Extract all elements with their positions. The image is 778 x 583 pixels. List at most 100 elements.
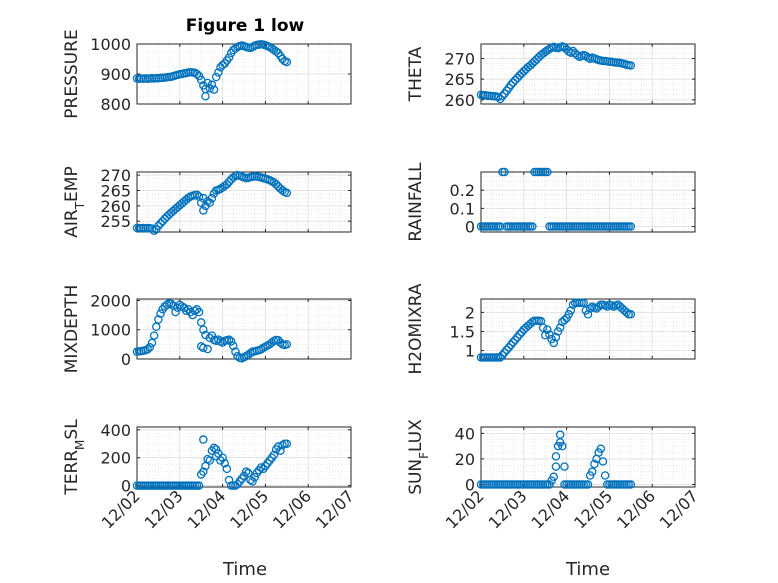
y-axis-label: RAINFALL (406, 162, 426, 242)
x-tick-label: 12/03 (485, 486, 531, 532)
data-point (207, 193, 217, 203)
data-point (626, 310, 636, 319)
data-point (211, 72, 221, 82)
subplot-7: 020040012/0212/0312/0412/0512/0612/07TER… (62, 419, 358, 533)
data-point (603, 302, 612, 311)
data-point (218, 60, 227, 70)
data-point (269, 450, 279, 460)
data-point (166, 299, 176, 309)
data-point (224, 335, 234, 344)
data-point (500, 348, 509, 357)
data-point (160, 214, 170, 224)
data-point (506, 80, 516, 90)
data-point (560, 315, 569, 325)
data-point (496, 222, 505, 231)
x-tick-label: 12/05 (570, 486, 616, 532)
x-tick-label: 12/07 (656, 486, 702, 532)
data-point (224, 53, 234, 62)
data-point (218, 453, 227, 462)
subplot-8: 0204012/0212/0312/0412/0512/0612/07SUNFL… (406, 419, 702, 533)
data-point (256, 345, 266, 354)
y-tick-label: 0.1 (450, 199, 475, 218)
data-point (149, 331, 159, 340)
data-point (154, 221, 163, 231)
data-point (555, 323, 565, 332)
data-point (158, 216, 167, 226)
y-tick-label: 800 (100, 95, 131, 114)
data-point (510, 75, 520, 85)
data-point (282, 188, 292, 198)
data-point (540, 331, 550, 340)
y-tick-label: 255 (100, 212, 131, 231)
data-point (203, 344, 212, 354)
y-tick-label: 1 (465, 342, 475, 361)
data-point (199, 343, 208, 353)
data-point (510, 335, 520, 345)
y-tick-label: 1000 (90, 35, 131, 54)
y-tick-label: 1.5 (450, 322, 475, 341)
y-tick-label: 270 (444, 49, 475, 68)
data-point (196, 318, 206, 327)
axes-box (480, 298, 696, 360)
data-point (551, 452, 561, 461)
y-axis-label: TERRMSL (62, 419, 87, 496)
y-tick-label: 0 (465, 475, 475, 494)
data-point (207, 80, 217, 90)
data-point (271, 180, 281, 189)
y-axis-label: MIXDEPTH (62, 285, 82, 374)
data-point (588, 467, 597, 476)
y-tick-label: 270 (100, 166, 131, 185)
data-point (239, 471, 249, 481)
data-point (282, 340, 292, 349)
data-point (508, 78, 518, 87)
data-point (203, 454, 212, 464)
y-tick-label: 265 (444, 70, 475, 89)
data-point (504, 343, 514, 352)
data-point (583, 310, 593, 319)
data-point (626, 61, 636, 70)
data-point (538, 323, 548, 332)
data-point (543, 325, 552, 334)
y-tick-label: 40 (455, 424, 475, 443)
x-tick-label: 12/07 (312, 486, 358, 532)
data-point (190, 306, 200, 315)
data-point (585, 304, 595, 313)
y-tick-label: 260 (444, 91, 475, 110)
y-tick-label: 400 (100, 421, 131, 440)
data-point (199, 435, 208, 444)
data-point (282, 57, 292, 67)
data-point (162, 300, 172, 310)
subplot-6: 11.52 H2OMIXRA (406, 283, 696, 375)
data-point (229, 341, 238, 351)
data-point (205, 198, 215, 208)
x-tick-label: 12/05 (226, 486, 272, 532)
data-point (549, 338, 559, 348)
data-point (502, 345, 511, 355)
axes-box (136, 171, 352, 233)
data-point (145, 343, 155, 352)
y-tick-label: 260 (100, 197, 131, 216)
data-point (220, 459, 229, 468)
data-point (248, 477, 257, 486)
data-point (271, 47, 281, 56)
data-point (154, 315, 163, 324)
data-point (500, 167, 509, 177)
data-point (508, 337, 518, 347)
x-tick-label: 12/06 (269, 486, 315, 532)
data-point (222, 464, 232, 474)
data-point (573, 50, 582, 60)
data-point (626, 480, 636, 489)
data-point (543, 167, 552, 177)
data-point (250, 472, 259, 482)
data-point (203, 78, 212, 88)
data-point (241, 467, 251, 476)
data-point (181, 306, 191, 315)
data-point (513, 73, 522, 83)
y-axis-label: PRESSURE (62, 29, 82, 118)
data-point (551, 462, 561, 471)
data-point (222, 180, 232, 189)
data-point (579, 298, 588, 308)
